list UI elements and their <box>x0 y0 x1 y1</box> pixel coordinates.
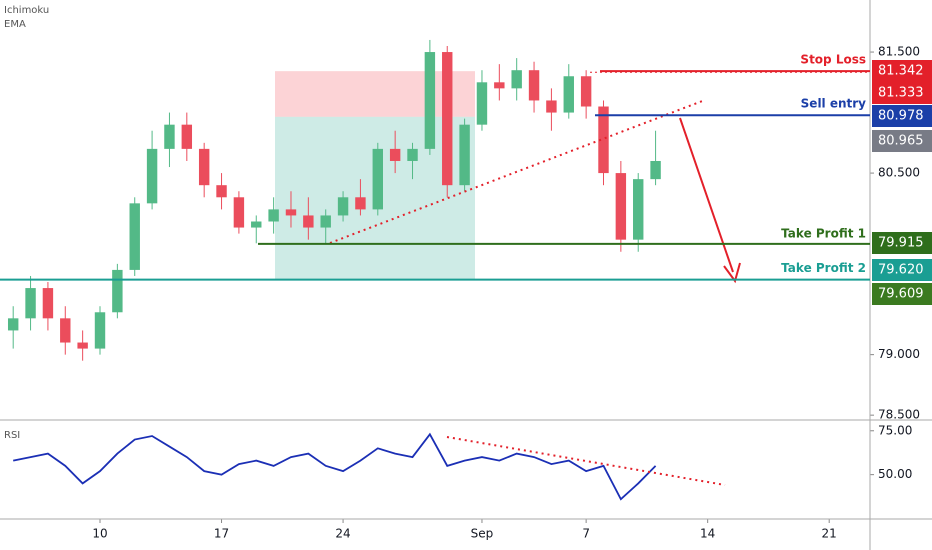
price-box <box>872 60 932 82</box>
price-box <box>872 283 932 305</box>
candle-body <box>129 203 140 270</box>
candle-body <box>164 124 175 149</box>
candle-body <box>372 148 384 210</box>
risk-zone <box>275 71 475 117</box>
arrow-head <box>723 262 741 284</box>
candle-body <box>337 197 349 216</box>
price-box-label: 81.333 <box>878 86 924 101</box>
price-box-label: 79.915 <box>878 236 924 251</box>
level-label: Stop Loss <box>800 53 866 67</box>
y-tick-label: 79.000 <box>878 347 920 361</box>
candle-body <box>216 185 227 198</box>
candle-body <box>528 70 540 101</box>
y-tick-label: 75.00 <box>878 423 912 437</box>
indicator-label: EMA <box>4 19 26 30</box>
candle-body <box>598 106 609 174</box>
rsi-label: RSI <box>4 430 20 441</box>
level-label: Take Profit 2 <box>781 261 866 275</box>
candle-body <box>563 76 574 113</box>
candle-body <box>650 160 661 180</box>
candle-body <box>320 215 331 228</box>
y-tick-label: 81.500 <box>878 45 920 59</box>
candle-body <box>494 82 505 89</box>
candle-body <box>251 221 262 228</box>
candle-body <box>580 76 592 107</box>
price-box-label: 79.620 <box>878 263 924 278</box>
candle-body <box>268 209 279 222</box>
x-tick-label: 14 <box>700 527 715 541</box>
price-box-label: 79.609 <box>878 287 924 302</box>
candle-body <box>233 197 245 228</box>
candle-body <box>7 318 19 331</box>
candle-body <box>442 52 453 186</box>
x-tick-label: 10 <box>92 527 107 541</box>
candle-body <box>146 148 158 204</box>
candle-body <box>285 209 297 216</box>
candle-body <box>181 124 193 149</box>
candle-body <box>511 70 522 89</box>
candle-body <box>112 269 123 313</box>
x-tick-label: 21 <box>822 527 837 541</box>
price-box <box>872 232 932 254</box>
x-tick-label: 24 <box>335 527 350 541</box>
candle-body <box>198 148 210 186</box>
price-box <box>872 259 932 281</box>
candle-body <box>633 179 644 240</box>
price-box <box>872 82 932 104</box>
candle-body <box>459 124 470 186</box>
candle-body <box>94 312 106 349</box>
candle-body <box>424 52 436 149</box>
y-tick-label: 80.500 <box>878 166 920 180</box>
indicator-label: Ichimoku <box>4 5 49 16</box>
price-box <box>872 105 932 127</box>
candle-body <box>60 318 71 343</box>
price-box-label: 80.965 <box>878 134 924 149</box>
price-box <box>872 130 932 152</box>
level-label: Take Profit 1 <box>781 226 866 240</box>
rsi-trend-line <box>446 436 726 486</box>
trend-line <box>329 99 706 244</box>
candle-body <box>77 342 88 349</box>
candle-body <box>42 288 54 319</box>
price-box-label: 80.978 <box>878 109 924 124</box>
candle-body <box>546 100 557 113</box>
candle-body <box>615 173 627 240</box>
arrow <box>679 117 734 273</box>
y-tick-label: 50.00 <box>878 467 912 481</box>
x-tick-label: Sep <box>471 527 494 541</box>
candle-body <box>25 288 36 319</box>
candle-body <box>303 215 314 228</box>
x-tick-label: 7 <box>582 527 590 541</box>
y-tick-label: 78.500 <box>878 408 920 422</box>
x-tick-label: 17 <box>214 527 229 541</box>
candle-body <box>355 197 366 210</box>
price-box-label: 81.342 <box>878 64 924 79</box>
level-label: Sell entry <box>801 97 867 111</box>
rsi-line <box>13 432 657 501</box>
candle-body <box>407 148 418 161</box>
candle-body <box>476 82 488 125</box>
candle-body <box>389 148 401 161</box>
